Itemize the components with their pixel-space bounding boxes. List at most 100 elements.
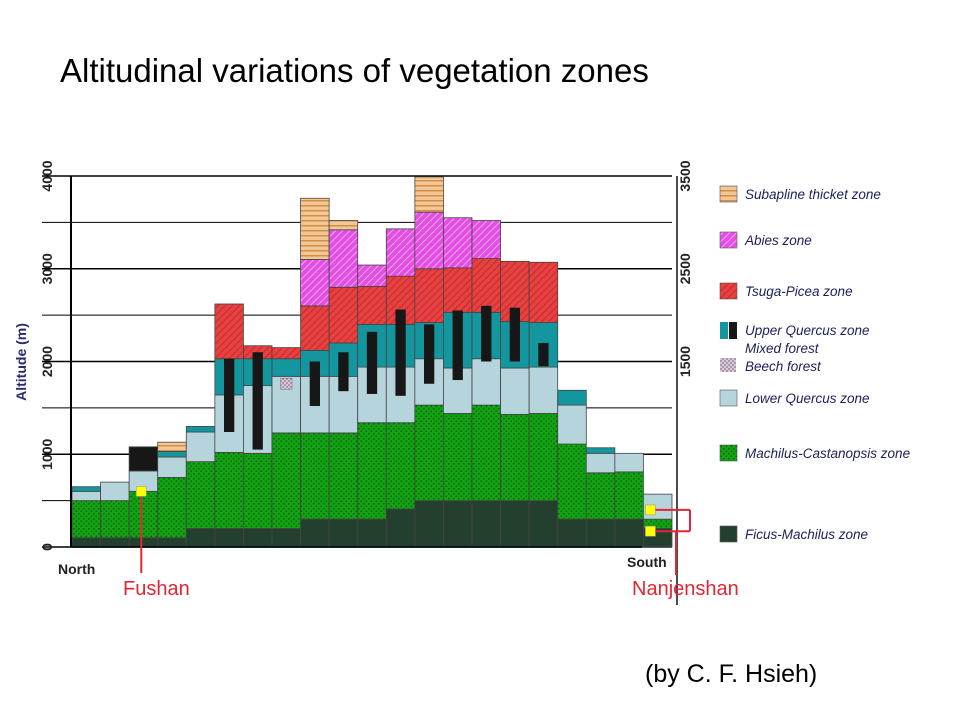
bar-segment-abies <box>300 259 330 307</box>
mixed-forest-bar <box>481 305 492 362</box>
site-marker <box>645 504 656 516</box>
site-marker <box>135 486 147 497</box>
bar-segment-tsuga <box>271 347 301 360</box>
mixed-forest-bar <box>366 331 378 394</box>
bar-segment-subalpine <box>414 176 444 213</box>
legend-label-lowerq: Lower Quercus zone <box>745 391 870 406</box>
legend-label-tsuga: Tsuga-Picea zone <box>745 284 853 299</box>
bar-segment-lowerq <box>557 404 587 445</box>
y-tick-label: 3000 <box>39 253 55 284</box>
legend-swatch-mixed <box>729 322 737 339</box>
mixed-forest-bar <box>452 310 463 381</box>
bar-segment-machilus <box>300 432 330 520</box>
mixed-forest-bar <box>509 307 520 362</box>
chart-title: Altitudinal variations of vegetation zon… <box>60 52 649 89</box>
bar-segment-ficus <box>185 528 216 548</box>
mixed-forest-bar <box>424 324 435 384</box>
bar-segment-abies <box>414 211 444 270</box>
bar-segment-machilus <box>128 490 159 539</box>
bar-segment-lowerq <box>500 367 530 415</box>
bar-segment-machilus <box>214 451 244 529</box>
bar-segment-tsuga <box>357 285 387 325</box>
bar-segment-tsuga <box>443 267 473 313</box>
bar-segment-machilus <box>357 422 387 520</box>
bar-segment-machilus <box>528 413 559 502</box>
mixed-forest-bar <box>309 361 320 407</box>
legend-swatch-tsuga <box>719 282 738 300</box>
bar-segment-machilus <box>185 461 216 529</box>
legend-label-ficus: Ficus-Machilus zone <box>745 527 868 542</box>
y-tick-label: 4000 <box>39 160 55 191</box>
bar-segment-machilus <box>500 413 530 502</box>
legend-swatch-ficus <box>719 525 738 543</box>
bar-segment-ficus <box>585 518 616 548</box>
right-tick-label: 1500 <box>677 346 693 377</box>
legend-label-abies: Abies zone <box>744 233 812 248</box>
bar-segment-ficus <box>100 537 130 548</box>
bar-segment-tsuga <box>471 258 501 313</box>
mixed-forest-bar <box>395 309 406 396</box>
legend-swatch-abies <box>719 231 738 249</box>
bar-segment-ficus <box>300 518 330 548</box>
mixed-forest-bar <box>338 352 349 392</box>
bar-segment-machilus <box>328 432 359 520</box>
bar-segment-abies <box>443 217 473 269</box>
site-marker <box>645 525 656 537</box>
bar-segment-lowerq <box>185 431 216 463</box>
bar-segment-ficus <box>385 508 416 548</box>
bar-segment-tsuga <box>214 303 244 360</box>
bar-segment-subalpine <box>328 220 359 231</box>
bar-segment-ficus <box>157 537 187 548</box>
x-label-north: North <box>58 561 95 577</box>
legend-label-mixed: Mixed forest <box>745 341 820 356</box>
bar-segment-ficus <box>71 537 101 548</box>
legend-label-subalpine: Subapline thicket zone <box>745 187 881 202</box>
bar-segment-lowerq <box>100 481 130 502</box>
bar-segment-machilus <box>557 443 587 520</box>
bar-segment-lowerq <box>585 452 616 474</box>
legend-swatch-lowerq <box>719 389 738 407</box>
bar-segment-lowerq <box>471 358 501 406</box>
legend-label-upperq: Upper Quercus zone <box>745 323 870 338</box>
x-label-south: South <box>627 554 667 570</box>
bar-segment-ficus <box>357 518 387 548</box>
bar-segment-machilus <box>271 432 301 529</box>
bar-segment-machilus <box>443 413 473 502</box>
bar-segment-lowerq <box>614 452 644 473</box>
bar-segment-subalpine <box>300 197 330 260</box>
bar-segment-machilus <box>414 404 444 502</box>
bar-segment-machilus <box>243 452 273 529</box>
bar-segment-machilus <box>585 472 616 520</box>
y-tick-label: 2000 <box>39 346 55 377</box>
y-axis-label: Altitude (m) <box>13 323 29 401</box>
bar-segment-tsuga <box>300 305 330 351</box>
legend-swatch-subalpine <box>719 185 738 203</box>
bar-segment-subalpine <box>157 441 187 452</box>
bar-segment-tsuga <box>328 286 359 344</box>
mixed-forest-bar <box>252 352 263 450</box>
site-label-fushan: Fushan <box>123 578 190 600</box>
beech-forest-bar <box>280 377 293 390</box>
bar-segment-tsuga <box>414 268 444 323</box>
right-tick-label: 3500 <box>677 160 693 191</box>
site-label-nanjenshan: Nanjenshan <box>632 578 739 600</box>
bar-segment-ficus <box>500 500 530 548</box>
bar-segment-lowerq <box>71 490 101 502</box>
y-tick-label: 0 <box>39 543 55 551</box>
bar-segment-tsuga <box>528 261 559 323</box>
bar-segment-machilus <box>614 471 644 520</box>
bar-segment-abies <box>357 264 387 287</box>
bar-segment-ficus <box>214 528 244 548</box>
bar-segment-ficus <box>471 500 501 548</box>
bar-segment-machilus <box>100 500 130 539</box>
bar-segment-upperq <box>157 451 187 458</box>
legend-swatch-beech <box>720 358 736 372</box>
bar-segment-ficus <box>557 518 587 548</box>
bar-segment-lowerq <box>528 366 559 414</box>
bar-segment-machilus <box>471 404 501 502</box>
y-tick-label: 1000 <box>39 438 55 469</box>
bar-segment-ficus <box>243 528 273 548</box>
bar-segment-ficus <box>271 528 301 548</box>
bar-segment-machilus <box>71 500 101 539</box>
